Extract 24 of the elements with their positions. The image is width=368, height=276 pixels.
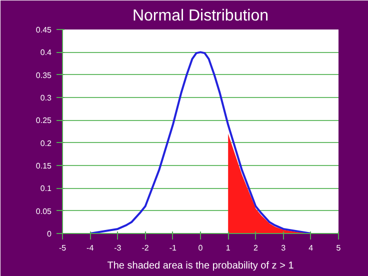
x-tick-label: 4 xyxy=(308,244,314,252)
y-tick-label: 0.4 xyxy=(40,48,52,58)
y-tick-label: 0.45 xyxy=(36,26,52,34)
y-tick-label: 0 xyxy=(47,230,52,238)
x-tick-label: -1 xyxy=(169,244,178,252)
y-tick-label: 0.1 xyxy=(40,184,52,194)
line-series xyxy=(89,51,312,234)
x-tick-label: 1 xyxy=(226,244,231,252)
x-tick-label: 5 xyxy=(336,244,342,252)
y-tick-label: 0.2 xyxy=(40,138,52,148)
x-tick-label: -5 xyxy=(58,244,67,252)
x-tick-label: -4 xyxy=(86,244,94,252)
chart-title: Normal Distribution xyxy=(132,8,269,24)
y-tick-label: 0.35 xyxy=(36,70,52,80)
x-tick-label: 2 xyxy=(253,244,258,252)
y-tick-label: 0.05 xyxy=(36,206,52,216)
x-tick-label: -3 xyxy=(114,244,122,252)
x-tick-label: 0 xyxy=(198,244,204,252)
text: The shaded area is the probability of z > 1 xyxy=(107,260,294,272)
y-tick-label: 0.25 xyxy=(36,116,52,126)
y-tick-label: 0.3 xyxy=(40,94,52,102)
y-tick-label: 0.15 xyxy=(36,162,52,170)
x-tick-label: -2 xyxy=(142,244,150,252)
x-tick-label: 3 xyxy=(281,244,286,252)
